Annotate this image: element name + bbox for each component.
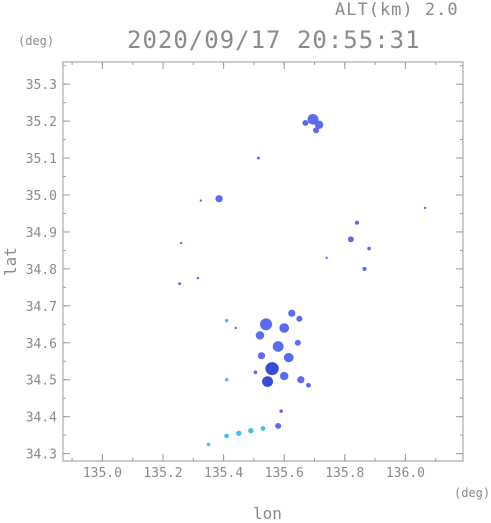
altitude-label: ALT(km) 2.0 bbox=[335, 0, 459, 20]
echo-cell bbox=[224, 433, 230, 439]
y-tick-label: 34.3 bbox=[26, 448, 57, 463]
echo-cell bbox=[248, 428, 254, 434]
echo-cell bbox=[294, 339, 301, 346]
y-tick-label: 34.8 bbox=[26, 263, 57, 278]
echo-cell bbox=[279, 323, 290, 333]
x-tick-label: 136.0 bbox=[386, 466, 425, 481]
echo-cell bbox=[367, 246, 371, 251]
echo-cell bbox=[257, 352, 266, 360]
y-tick-label: 35.0 bbox=[26, 189, 57, 204]
echo-cell bbox=[206, 442, 211, 447]
echo-cell bbox=[275, 422, 282, 429]
echo-cell bbox=[179, 241, 183, 245]
echo-cell bbox=[272, 341, 284, 352]
echo-cell bbox=[234, 326, 237, 330]
x-tick-label: 135.8 bbox=[325, 466, 364, 481]
echo-cell bbox=[259, 318, 273, 331]
echo-cell bbox=[297, 376, 305, 384]
y-tick-label: 34.9 bbox=[26, 226, 57, 241]
axis-ticks bbox=[63, 62, 463, 461]
echo-cell bbox=[314, 120, 324, 129]
echo-cell bbox=[313, 127, 320, 134]
echo-cell bbox=[279, 409, 283, 413]
echo-cell bbox=[302, 120, 309, 126]
echo-cell bbox=[196, 276, 200, 280]
echo-cell bbox=[296, 315, 303, 322]
x-axis-label: lon bbox=[253, 504, 282, 523]
echo-cell bbox=[256, 156, 260, 160]
echo-cell bbox=[236, 430, 242, 436]
x-tick-label: 135.6 bbox=[265, 466, 304, 481]
y-tick-label: 35.3 bbox=[26, 78, 57, 93]
echo-cell bbox=[215, 195, 223, 203]
echo-cell bbox=[253, 370, 258, 375]
datetime-title: 2020/09/17 20:55:31 bbox=[127, 26, 421, 54]
echo-cell bbox=[307, 113, 319, 125]
echo-cell bbox=[288, 309, 296, 317]
plot-frame bbox=[62, 61, 464, 462]
echo-cell bbox=[178, 282, 182, 286]
echo-cell bbox=[199, 199, 203, 202]
y-axis-unit: (deg) bbox=[18, 34, 55, 48]
echo-cell bbox=[423, 206, 427, 210]
x-axis-unit: (deg) bbox=[454, 486, 491, 500]
echo-cell bbox=[279, 371, 289, 381]
y-tick-label: 34.6 bbox=[26, 337, 57, 352]
echo-cell bbox=[260, 426, 266, 431]
echo-cell bbox=[347, 236, 354, 243]
echo-cell bbox=[325, 256, 328, 260]
echo-cell bbox=[224, 377, 229, 382]
echo-cell bbox=[255, 331, 265, 340]
echo-cell bbox=[265, 362, 279, 376]
y-tick-label: 35.2 bbox=[26, 115, 57, 130]
echo-cell bbox=[306, 382, 311, 388]
tick-labels: 135.0 135.2 135.4 135.6 135.8 136.0 34.3 34.4 34… bbox=[26, 78, 425, 481]
echo-cell bbox=[354, 220, 360, 225]
echo-cell bbox=[262, 376, 273, 387]
x-tick-label: 135.0 bbox=[83, 466, 122, 481]
y-tick-label: 34.4 bbox=[26, 411, 57, 426]
y-tick-label: 34.5 bbox=[26, 374, 57, 389]
echo-layer bbox=[178, 113, 427, 447]
x-tick-label: 135.4 bbox=[204, 466, 243, 481]
echo-cell bbox=[224, 318, 229, 323]
x-tick-label: 135.2 bbox=[143, 466, 182, 481]
y-tick-label: 35.1 bbox=[26, 152, 57, 167]
echo-cell bbox=[283, 352, 294, 363]
y-tick-label: 34.7 bbox=[26, 300, 57, 315]
echo-cell bbox=[362, 266, 367, 271]
